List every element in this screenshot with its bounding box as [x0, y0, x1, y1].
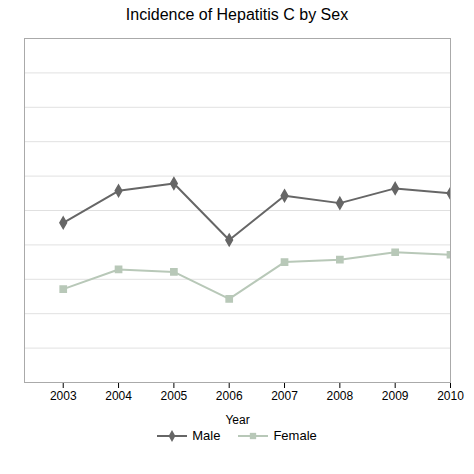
svg-text:2008: 2008 [326, 389, 353, 403]
html-text:Male: Male [192, 428, 221, 443]
svg-text:2004: 2004 [105, 389, 132, 403]
svg-text:2003: 2003 [50, 389, 77, 403]
svg-text:2007: 2007 [271, 389, 298, 403]
html-text:Incidence of Hepatitis C by Se: Incidence of Hepatitis C by Sex [125, 6, 349, 23]
svg-text:2005: 2005 [161, 389, 188, 403]
svg-text:2006: 2006 [216, 389, 243, 403]
svg-text:Year: Year [225, 413, 249, 427]
svg-text:2009: 2009 [382, 389, 409, 403]
html-text:Female: Female [273, 428, 317, 443]
svg-text:2010: 2010 [437, 389, 464, 403]
